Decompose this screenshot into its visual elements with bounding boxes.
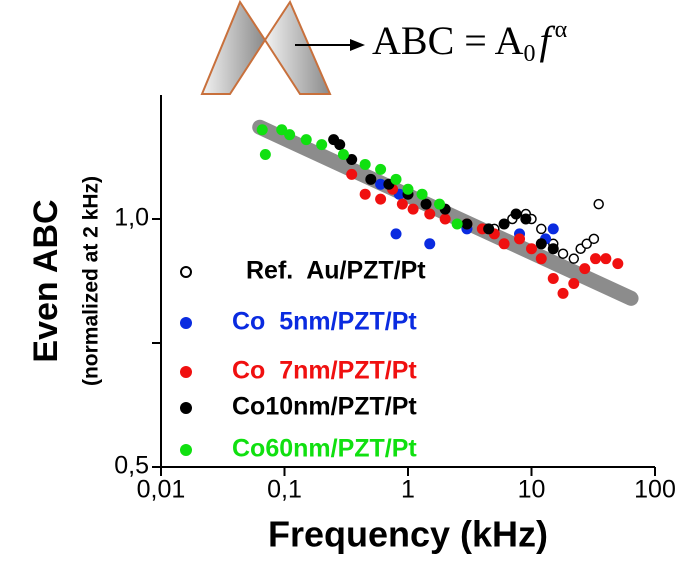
- data-point: [284, 129, 296, 141]
- data-point: [568, 253, 580, 264]
- x-tick-label: 100: [634, 476, 676, 504]
- data-point: [424, 208, 436, 220]
- data-point: [581, 238, 592, 250]
- legend-label: Ref. Au/PZT/Pt: [246, 257, 426, 285]
- data-point: [510, 208, 522, 220]
- data-point: [557, 287, 569, 299]
- data-point: [568, 277, 580, 289]
- y-axis-label: Even ABC: [27, 199, 65, 362]
- data-point: [300, 134, 312, 146]
- data-point: [434, 198, 446, 210]
- data-point: [439, 213, 451, 225]
- data-point: [407, 203, 419, 215]
- data-point: [256, 124, 268, 136]
- data-point: [612, 258, 624, 270]
- data-point: [375, 163, 387, 175]
- legend-marker: [180, 266, 192, 278]
- data-point: [346, 168, 358, 180]
- data-point: [390, 228, 402, 240]
- data-point: [535, 253, 547, 265]
- data-point: [526, 243, 537, 255]
- y-axis-sublabel: (normalized at 2 kHz): [80, 176, 103, 386]
- data-point: [590, 253, 602, 265]
- data-point: [346, 153, 358, 165]
- data-point: [547, 243, 559, 255]
- data-point: [579, 263, 591, 275]
- data-point: [514, 233, 526, 245]
- data-point: [316, 139, 328, 151]
- data-point: [259, 149, 271, 161]
- data-point: [359, 188, 371, 200]
- data-point: [498, 218, 510, 230]
- legend-marker: [180, 317, 192, 329]
- data-point: [520, 213, 532, 225]
- data-point: [420, 198, 432, 210]
- data-point: [402, 183, 414, 195]
- legend-label: Co 7nm/PZT/Pt: [232, 357, 417, 385]
- formula-sub: 0: [523, 41, 535, 67]
- formula: ABC = A0 f α: [372, 17, 568, 67]
- legend-marker: [180, 366, 192, 378]
- legend-marker: [180, 402, 192, 414]
- data-point: [547, 223, 559, 235]
- formula-var: f: [539, 18, 555, 63]
- data-point: [390, 173, 402, 185]
- data-point: [276, 124, 288, 136]
- data-point: [365, 173, 377, 185]
- data-point: [536, 223, 547, 235]
- formula-lhs: ABC = A: [372, 18, 524, 63]
- legend-label: Co 5nm/PZT/Pt: [232, 308, 417, 336]
- legend-label: Co10nm/PZT/Pt: [232, 393, 417, 421]
- data-point: [396, 198, 408, 210]
- formula-sup: α: [555, 17, 568, 43]
- data-point: [535, 238, 547, 250]
- data-point: [547, 273, 559, 285]
- x-tick-label: 10: [518, 476, 546, 504]
- data-point: [451, 218, 463, 230]
- cantilever-icon: [200, 0, 365, 95]
- data-point: [359, 158, 371, 170]
- x-tick-label: 0,1: [267, 476, 302, 504]
- data-point: [416, 188, 428, 200]
- data-point: [334, 139, 346, 151]
- legend-label: Co60nm/PZT/Pt: [232, 435, 417, 463]
- data-point: [498, 238, 510, 250]
- x-axis-label: Frequency (kHz): [268, 514, 548, 555]
- data-point: [337, 149, 349, 161]
- data-point: [483, 223, 495, 235]
- data-point: [375, 178, 387, 190]
- x-tick-label: 0,01: [137, 476, 186, 504]
- legend-marker: [180, 444, 192, 456]
- data-point: [375, 193, 387, 205]
- data-point: [600, 253, 612, 265]
- data-point: [588, 233, 600, 245]
- data-point: [424, 238, 436, 250]
- data-point: [461, 218, 473, 230]
- y-tick-label: 1,0: [114, 204, 149, 232]
- data-point: [557, 248, 569, 259]
- y-tick-label: 0,5: [114, 452, 149, 480]
- x-tick-label: 1: [401, 476, 415, 504]
- data-point: [593, 198, 604, 210]
